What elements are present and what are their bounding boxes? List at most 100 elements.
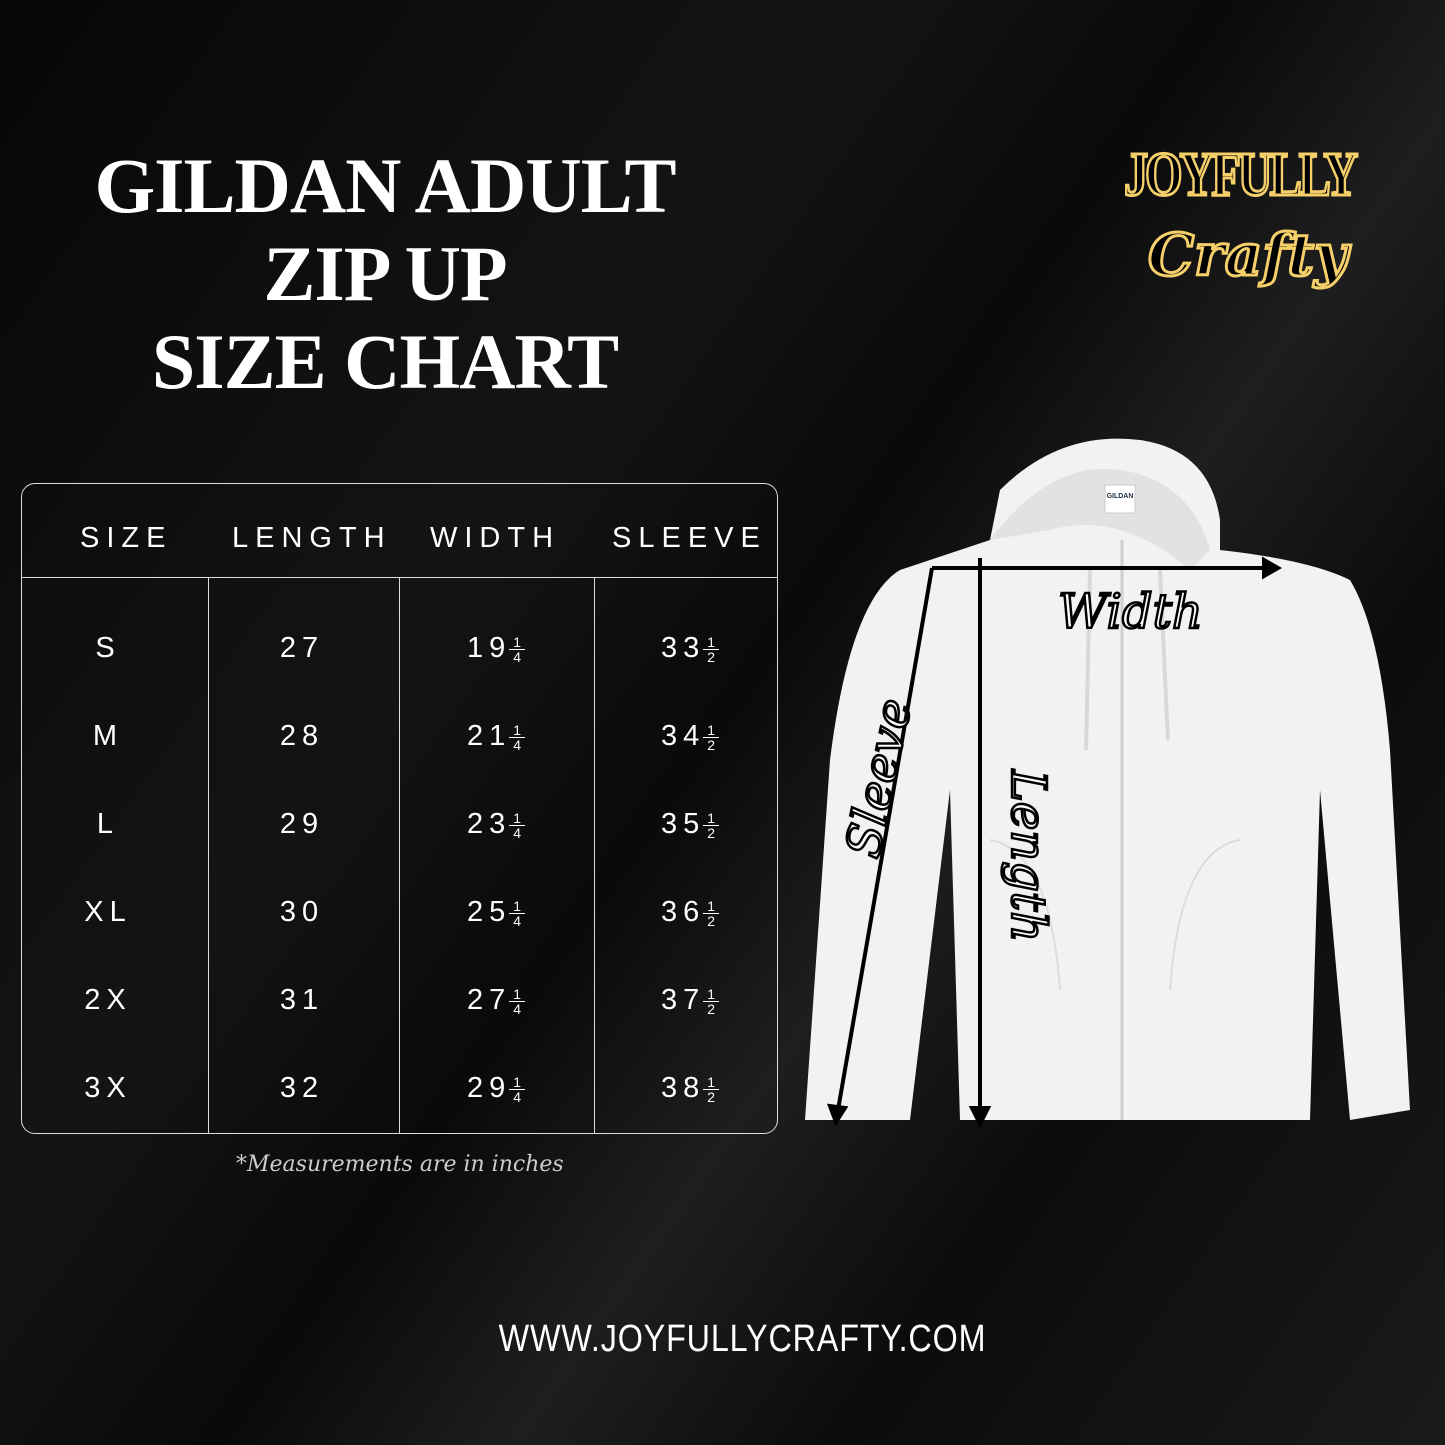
column-divider [594, 577, 595, 1133]
cell-sleeve: 38 1 2 [630, 1072, 750, 1105]
denominator: 4 [513, 912, 522, 929]
cell-sleeve-value: 36 [660, 896, 706, 928]
length-label: Length [1000, 769, 1056, 942]
numerator: 1 [509, 899, 526, 914]
cell-size-value: 3X [84, 1072, 132, 1104]
cell-width-value: 25 [466, 896, 512, 928]
cell-length: 28 [242, 720, 362, 753]
numerator: 1 [509, 987, 526, 1002]
measurement-arrows [826, 556, 1283, 1129]
cell-size-value: XL [84, 896, 132, 928]
denominator: 4 [513, 1088, 522, 1105]
logo-text-joyfully: JOYFULLY [1123, 140, 1360, 211]
brand-logo: JOYFULLY Crafty [1118, 140, 1388, 310]
cell-width-value: 23 [466, 808, 512, 840]
measurement-note: *Measurements are in inches [236, 1152, 564, 1177]
sleeve-arrowhead [826, 1103, 849, 1127]
cell-sleeve-value: 34 [660, 720, 706, 752]
denominator: 2 [707, 648, 716, 665]
size-table: SIZE LENGTH WIDTH SLEEVE S 27 19 1 4 33 1 2 M 28 2… [21, 483, 778, 1134]
cell-size: XL [48, 896, 168, 929]
hoodie-diagram: GILDAN Width Sleeve Length [805, 438, 1410, 1129]
header-width: WIDTH [430, 522, 561, 554]
cell-sleeve-value: 35 [660, 808, 706, 840]
title-line-3: SIZE CHART [151, 318, 619, 405]
cell-size-value: M [92, 720, 124, 752]
cell-sleeve: 37 1 2 [630, 984, 750, 1017]
denominator: 2 [707, 736, 716, 753]
cell-length: 27 [242, 632, 362, 665]
cell-length-value: 30 [279, 896, 325, 928]
numerator: 1 [509, 811, 526, 826]
cell-width: 25 1 4 [436, 896, 556, 929]
cell-length-value: 32 [279, 1072, 325, 1104]
cell-size-value: 2X [84, 984, 132, 1016]
cell-length: 30 [242, 896, 362, 929]
cell-size: S [48, 632, 168, 665]
cell-size: 2X [48, 984, 168, 1017]
denominator: 2 [707, 824, 716, 841]
denominator: 2 [707, 1088, 716, 1105]
column-divider [208, 577, 209, 1133]
cell-sleeve: 36 1 2 [630, 896, 750, 929]
cell-sleeve-value: 38 [660, 1072, 706, 1104]
denominator: 4 [513, 736, 522, 753]
cell-sleeve: 33 1 2 [630, 632, 750, 665]
numerator: 1 [509, 1075, 526, 1090]
numerator: 1 [509, 723, 526, 738]
denominator: 2 [707, 912, 716, 929]
cell-length-value: 28 [279, 720, 325, 752]
cell-width: 29 1 4 [436, 1072, 556, 1105]
logo-text-crafty: Crafty [1147, 220, 1350, 291]
numerator: 1 [703, 635, 720, 650]
title-line-1: GILDAN ADULT [94, 142, 676, 229]
cell-length-value: 29 [279, 808, 325, 840]
hoodie-illustration: GILDAN [805, 438, 1410, 1120]
cell-width-value: 19 [466, 632, 512, 664]
header-size: SIZE [80, 522, 173, 554]
cell-length-value: 31 [279, 984, 325, 1016]
cell-sleeve: 35 1 2 [630, 808, 750, 841]
cell-size-value: S [95, 632, 121, 664]
width-label: Width [1058, 584, 1203, 640]
numerator: 1 [703, 811, 720, 826]
cell-width-value: 27 [466, 984, 512, 1016]
website-url[interactable]: WWW.JOYFULLYCRAFTY.COM [498, 1318, 987, 1360]
brand-tag: GILDAN [1107, 493, 1134, 500]
header-length: LENGTH [232, 522, 392, 554]
numerator: 1 [703, 899, 720, 914]
denominator: 4 [513, 824, 522, 841]
cell-size: M [48, 720, 168, 753]
cell-width: 19 1 4 [436, 632, 556, 665]
cell-length-value: 27 [279, 632, 325, 664]
cell-length: 32 [242, 1072, 362, 1105]
cell-width-value: 21 [466, 720, 512, 752]
column-divider [399, 577, 400, 1133]
denominator: 4 [513, 648, 522, 665]
numerator: 1 [703, 1075, 720, 1090]
cell-width: 23 1 4 [436, 808, 556, 841]
cell-sleeve-value: 37 [660, 984, 706, 1016]
header-sleeve: SLEEVE [612, 522, 767, 554]
cell-width-value: 29 [466, 1072, 512, 1104]
cell-sleeve: 34 1 2 [630, 720, 750, 753]
title-line-2: ZIP UP [263, 230, 507, 317]
numerator: 1 [703, 987, 720, 1002]
cell-size-value: L [96, 808, 120, 840]
denominator: 4 [513, 1000, 522, 1017]
numerator: 1 [509, 635, 526, 650]
cell-size: 3X [48, 1072, 168, 1105]
cell-length: 31 [242, 984, 362, 1017]
cell-length: 29 [242, 808, 362, 841]
